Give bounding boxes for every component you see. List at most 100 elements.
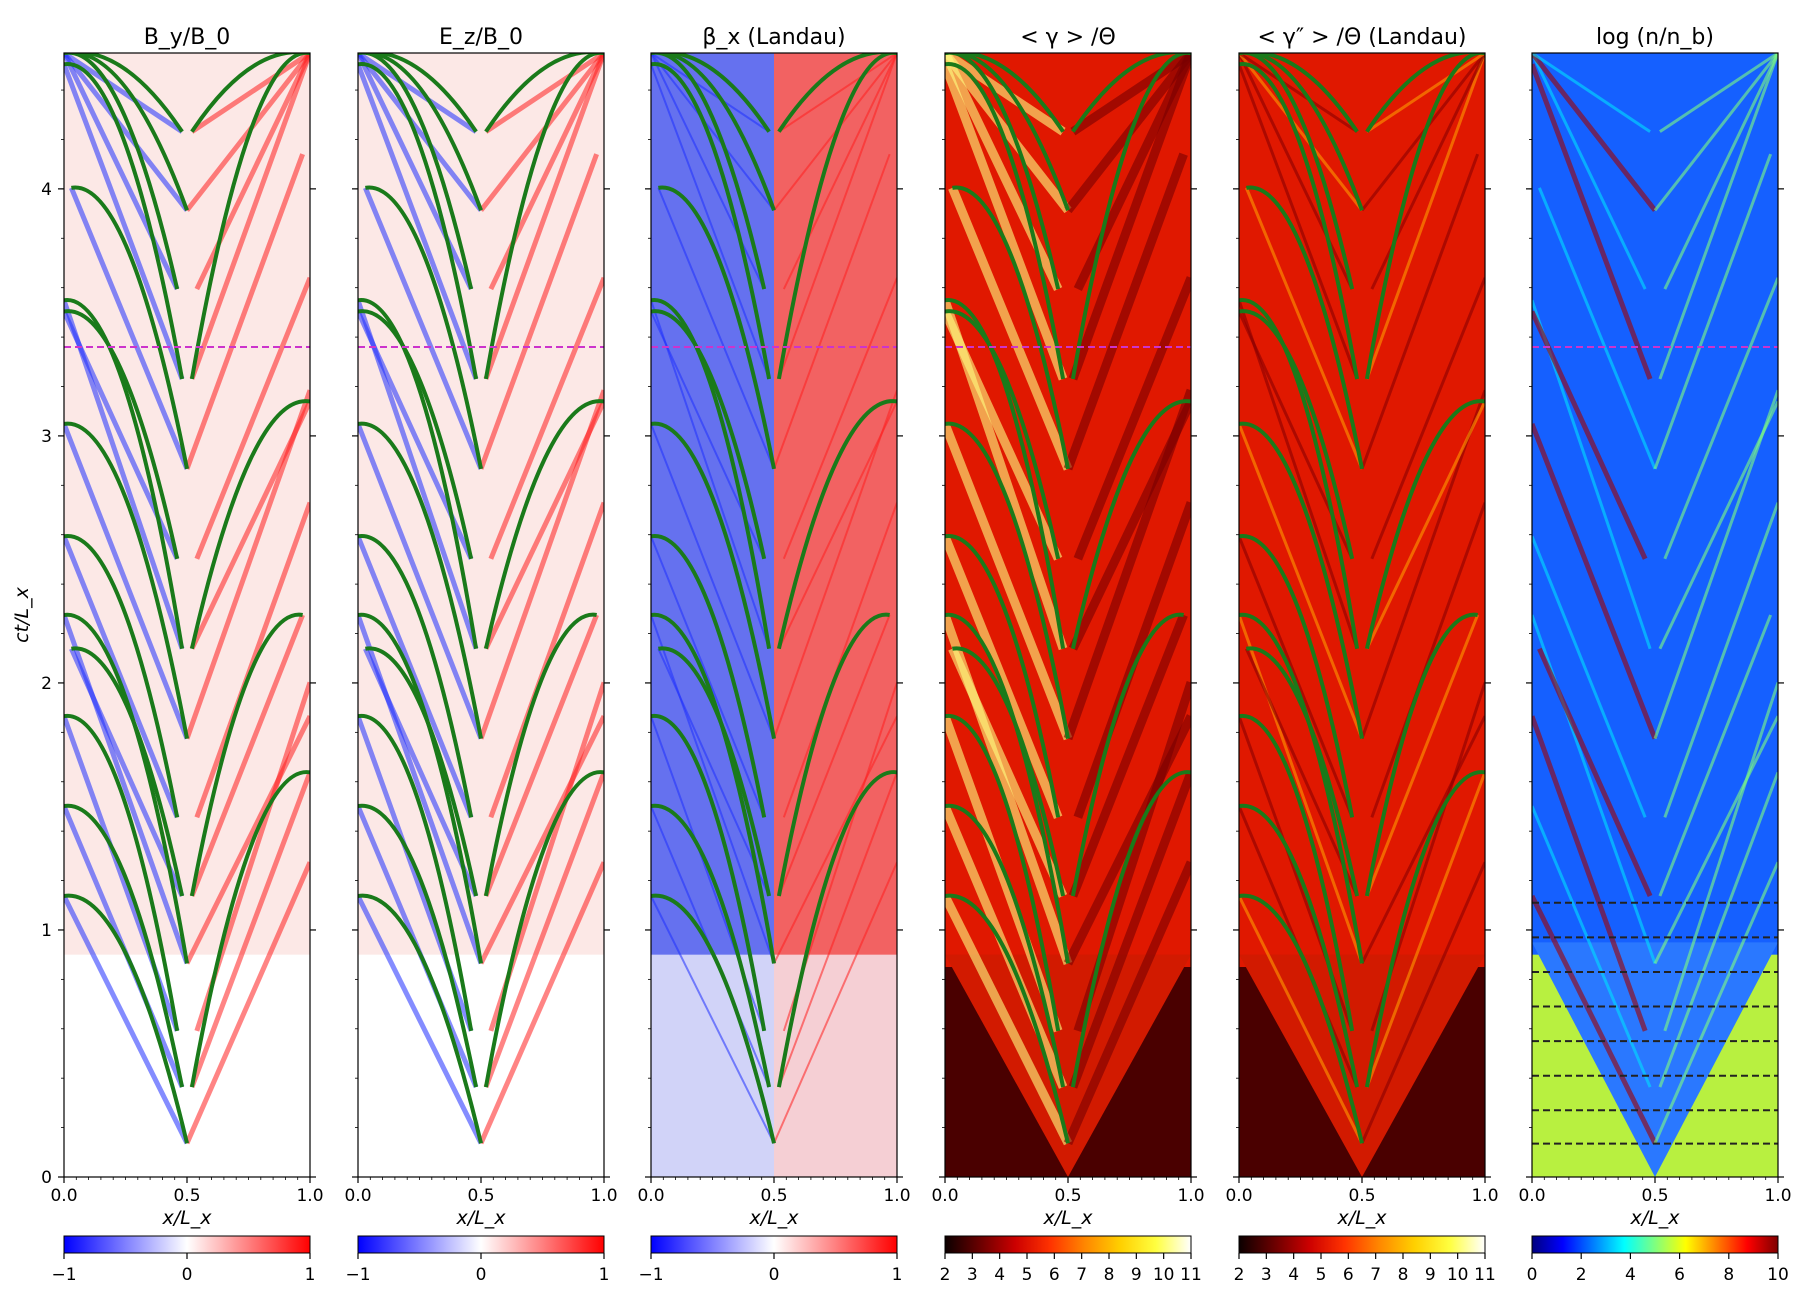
trajectory-curve (1239, 421, 1364, 740)
field-streak (1532, 715, 1648, 1032)
field-streak (1658, 400, 1778, 650)
trajectory-curve (945, 803, 1066, 1088)
field-streak (358, 53, 483, 212)
field-streak (64, 423, 190, 740)
field-streak (1073, 276, 1191, 561)
x-tick-label: 0.5 (1054, 1186, 1081, 1206)
field-streak (1244, 187, 1364, 470)
field-streak (1365, 400, 1485, 650)
field-streak (358, 423, 484, 740)
panel-title: β_x (Landau) (702, 25, 845, 50)
y-tick-label: 1 (41, 921, 52, 941)
field-streak (194, 276, 310, 560)
x-axis-label: x/L_x (162, 1207, 213, 1229)
early-time-region (358, 954, 604, 1177)
trajectory-curve (945, 309, 1061, 560)
x-tick-label: 0.0 (1518, 1186, 1545, 1206)
field-streak (1068, 613, 1188, 898)
field-streak (651, 63, 771, 380)
panel-title: log (n/n_b) (1596, 25, 1714, 50)
colorbar-tick-label: 8 (1104, 1265, 1115, 1285)
colorbar (1531, 1235, 1779, 1254)
x-axis-label: x/L_x (1043, 1207, 1094, 1229)
colorbar-tick-label: 6 (1674, 1265, 1685, 1285)
heatmap-field (651, 53, 897, 1177)
field-streak (1070, 53, 1191, 136)
field-streak (773, 153, 891, 470)
trajectory-curve (651, 803, 772, 1088)
field-streak (651, 299, 771, 650)
x-tick-label: 0.0 (1225, 1186, 1252, 1206)
trajectory-curve (189, 612, 303, 897)
trajectory-curve (1364, 612, 1478, 897)
field-streak (945, 53, 1066, 136)
field-streak (945, 422, 1073, 741)
trajectory-curve (945, 62, 1066, 380)
field-streak (483, 614, 599, 897)
trajectory-curve (945, 893, 1070, 1144)
trajectory-curve (952, 185, 1070, 470)
field-streak (945, 893, 1073, 1146)
field-streak (945, 53, 1072, 214)
panel-2: E_z/B_0 0.0 0.5 1.0 x/L_x −1 0 1 (344, 25, 617, 1285)
field-streak (651, 535, 766, 818)
trajectory-curve (483, 399, 604, 650)
colorbar (63, 1235, 311, 1254)
colorbar-tick-label: 10 (1447, 1265, 1469, 1285)
trajectory-curve (358, 612, 483, 964)
panel-3: β_x (Landau) 0.0 0.5 1.0 x/L_x −1 0 1 (637, 25, 910, 1285)
y-tick-label: 2 (41, 674, 52, 694)
trajectory-curve (1239, 612, 1364, 964)
panel-title: < γ > /Θ (1020, 25, 1116, 50)
trajectory-curve (945, 713, 1061, 1032)
field-streak (1658, 53, 1778, 380)
field-streak (483, 771, 604, 1088)
trajectory-curve (365, 185, 483, 470)
x-tick-label: 1.0 (590, 1186, 617, 1206)
field-streak (184, 861, 310, 1145)
field-streak (1532, 63, 1653, 380)
field-streak (478, 715, 604, 965)
colorbar-tick-label: 11 (1180, 1265, 1202, 1285)
field-streak (1239, 63, 1359, 380)
field-streak (69, 647, 185, 898)
trajectory-curve (952, 646, 1066, 897)
field-streak (1239, 53, 1364, 212)
field-streak (651, 895, 775, 1144)
field-streak (1360, 861, 1485, 1144)
colorbar-tick-label: 1 (305, 1265, 316, 1285)
field-streak (189, 400, 310, 650)
colorbar-tick-label: −1 (345, 1265, 370, 1285)
field-streak (1532, 53, 1657, 212)
colorbar-tick-label: 0 (1527, 1265, 1538, 1285)
trajectory-curve (64, 893, 189, 1144)
field-streak (64, 53, 180, 291)
field-streak (777, 614, 891, 897)
field-streak (1073, 501, 1191, 819)
colorbar-tick-label: 6 (1343, 1265, 1354, 1285)
field-streak (363, 186, 484, 470)
field-streak (651, 53, 770, 133)
trajectory-curve (365, 646, 479, 897)
field-streak (1360, 389, 1485, 740)
trajectory-curve (358, 309, 474, 560)
field-streak (782, 502, 897, 818)
field-streak (1532, 53, 1651, 133)
field-streak (1659, 53, 1778, 133)
heatmap-field (1532, 53, 1778, 1177)
colorbar-tick-label: 3 (967, 1265, 978, 1285)
field-streak (777, 772, 897, 1088)
heatmap-field (945, 53, 1191, 1177)
field-streak (1658, 771, 1778, 1088)
trajectory-curve (484, 53, 604, 133)
x-tick-label: 0.5 (1348, 1186, 1375, 1206)
trajectory-curve (64, 421, 189, 740)
field-streak (948, 646, 1068, 898)
trajectory-curve (1239, 803, 1360, 1088)
trajectory-curve (358, 298, 479, 650)
field-streak (948, 186, 1073, 471)
colorbar-tick-label: 5 (1316, 1265, 1327, 1285)
field-streak (1663, 681, 1778, 1032)
y-axis-label: ct/L_x (11, 586, 33, 642)
